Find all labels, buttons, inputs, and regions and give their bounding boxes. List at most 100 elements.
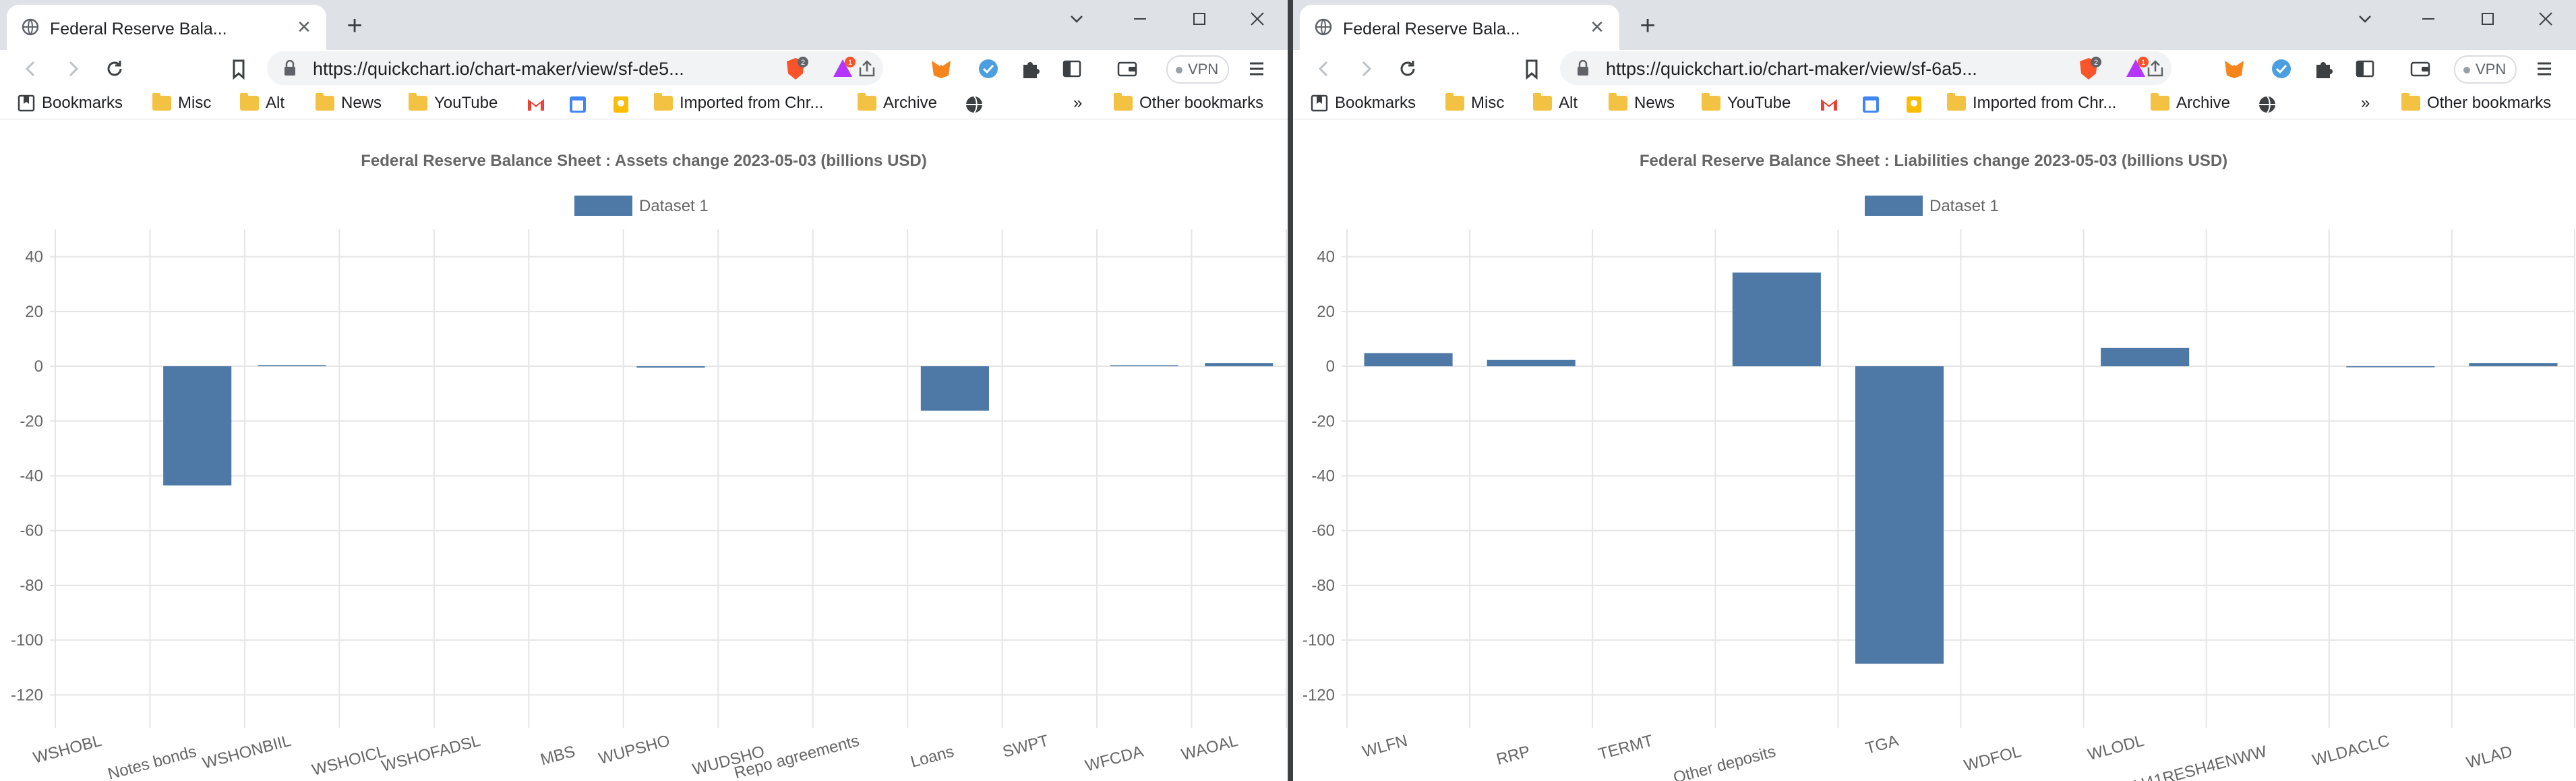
sidebar-icon[interactable] xyxy=(1058,55,1085,82)
minimize-icon[interactable] xyxy=(1125,5,1156,32)
sidebar-icon[interactable] xyxy=(2352,55,2378,82)
legend-swatch xyxy=(574,196,632,216)
folder-icon xyxy=(152,93,171,111)
brave-shield-icon[interactable]: 2 xyxy=(2075,55,2102,82)
bookmark-bookmarks[interactable]: Bookmarks xyxy=(18,92,123,115)
bookmark-folder-alt[interactable]: Alt xyxy=(1533,92,1578,115)
chevron-down-icon[interactable] xyxy=(1061,5,1092,32)
tab-active[interactable]: Federal Reserve Bala... ✕ xyxy=(1300,5,1619,50)
bar[interactable] xyxy=(1487,359,1576,367)
keep-icon[interactable] xyxy=(1904,93,1924,116)
address-bar[interactable]: https://quickchart.io/chart-maker/view/s… xyxy=(1560,51,2171,85)
bookmark-label: Alt xyxy=(1559,94,1578,112)
brave-rewards-icon[interactable]: 1 xyxy=(829,55,856,82)
keep-icon[interactable] xyxy=(611,93,631,116)
tab-active[interactable]: Federal Reserve Bala... ✕ xyxy=(7,5,326,50)
bar[interactable] xyxy=(920,366,989,411)
back-icon[interactable] xyxy=(19,57,43,81)
chart-title: Federal Reserve Balance Sheet : Assets c… xyxy=(361,152,926,170)
metamask-icon[interactable] xyxy=(928,55,955,82)
bookmark-folder-imported[interactable]: Imported from Chr... xyxy=(1947,92,2116,115)
bar[interactable] xyxy=(1732,272,1821,367)
bar[interactable] xyxy=(2469,363,2558,367)
toolbar: https://quickchart.io/chart-maker/view/s… xyxy=(1293,50,2576,88)
new-tab-button[interactable]: + xyxy=(1640,11,1656,40)
vpn-button[interactable]: VPN xyxy=(1166,55,1230,84)
folder-icon xyxy=(1702,93,1720,111)
brave-rewards-icon[interactable]: 1 xyxy=(2122,55,2149,82)
globe-icon[interactable] xyxy=(964,93,984,116)
bar[interactable] xyxy=(258,365,326,367)
share-icon[interactable] xyxy=(858,59,876,78)
reload-icon[interactable] xyxy=(102,57,127,81)
wallet-icon[interactable] xyxy=(2407,55,2434,82)
gmail-icon[interactable] xyxy=(1819,93,1839,116)
bookmark-folder-other[interactable]: Other bookmarks xyxy=(2401,92,2551,115)
bar[interactable] xyxy=(1110,365,1178,367)
bookmark-folder-youtube[interactable]: YouTube xyxy=(409,92,498,115)
brave-shield-icon[interactable]: 2 xyxy=(782,55,809,82)
bookmark-label: Imported from Chr... xyxy=(680,94,824,112)
y-tick-label: -80 xyxy=(1311,577,1335,595)
bookmark-folder-other[interactable]: Other bookmarks xyxy=(1114,92,1263,115)
back-icon[interactable] xyxy=(1312,57,1336,81)
x-tick-label: TERMT xyxy=(1596,732,1655,764)
bookmark-folder-youtube[interactable]: YouTube xyxy=(1702,92,1791,115)
forward-icon[interactable] xyxy=(1354,57,1378,81)
close-tab-icon[interactable]: ✕ xyxy=(297,17,311,37)
bookmark-folder-imported[interactable]: Imported from Chr... xyxy=(654,92,823,115)
bar[interactable] xyxy=(636,366,705,368)
calendar-icon[interactable] xyxy=(568,93,588,116)
brave-badge: 2 xyxy=(2094,59,2098,67)
extensions-puzzle-icon[interactable] xyxy=(2310,55,2337,82)
bar[interactable] xyxy=(2346,366,2435,368)
bookmarks-overflow-chevron[interactable]: » xyxy=(1073,94,1083,112)
x-tick-label: WSHONBIIL xyxy=(201,732,293,773)
lock-icon xyxy=(1578,60,1588,76)
tab-title: Federal Reserve Bala... xyxy=(1343,20,1520,38)
new-tab-button[interactable]: + xyxy=(347,11,363,40)
extension-check-icon[interactable] xyxy=(2268,55,2295,82)
bookmark-folder-misc[interactable]: Misc xyxy=(1445,92,1504,115)
extensions-puzzle-icon[interactable] xyxy=(1017,55,1044,82)
bookmark-label: Other bookmarks xyxy=(2427,94,2552,112)
close-window-icon[interactable] xyxy=(1242,5,1273,32)
bar[interactable] xyxy=(1364,353,1453,367)
bookmark-folder-archive[interactable]: Archive xyxy=(858,92,937,115)
bookmark-folder-news[interactable]: News xyxy=(316,92,382,115)
bar[interactable] xyxy=(2101,347,2190,367)
vpn-button[interactable]: VPN xyxy=(2454,55,2517,84)
bookmark-folder-alt[interactable]: Alt xyxy=(240,92,284,115)
globe-icon[interactable] xyxy=(2257,93,2277,116)
bar[interactable] xyxy=(163,366,232,486)
minimize-icon[interactable] xyxy=(2413,5,2444,32)
bookmark-bookmarks[interactable]: Bookmarks xyxy=(1311,92,1416,115)
menu-icon[interactable] xyxy=(2531,55,2558,82)
wallet-icon[interactable] xyxy=(1114,55,1141,82)
bookmark-icon[interactable] xyxy=(1520,57,1544,81)
extension-check-icon[interactable] xyxy=(975,55,1002,82)
reload-icon[interactable] xyxy=(1396,57,1420,81)
calendar-icon[interactable] xyxy=(1861,93,1881,116)
bar[interactable] xyxy=(1205,363,1274,367)
close-window-icon[interactable] xyxy=(2530,5,2561,32)
folder-icon xyxy=(1947,93,1966,111)
address-bar[interactable]: https://quickchart.io/chart-maker/view/s… xyxy=(267,51,883,85)
bookmark-folder-misc[interactable]: Misc xyxy=(152,92,211,115)
bookmark-label: Bookmarks xyxy=(42,94,123,112)
gmail-icon[interactable] xyxy=(526,93,546,116)
maximize-icon[interactable] xyxy=(1184,5,1215,32)
close-tab-icon[interactable]: ✕ xyxy=(1590,17,1605,37)
bar[interactable] xyxy=(1855,366,1944,664)
bookmark-label: Archive xyxy=(883,94,938,112)
bookmark-icon[interactable] xyxy=(227,57,251,81)
share-icon[interactable] xyxy=(2146,59,2165,78)
maximize-icon[interactable] xyxy=(2472,5,2503,32)
bookmark-folder-archive[interactable]: Archive xyxy=(2151,92,2230,115)
forward-icon[interactable] xyxy=(61,57,85,81)
metamask-icon[interactable] xyxy=(2221,55,2248,82)
bookmarks-overflow-chevron[interactable]: » xyxy=(2361,94,2370,112)
menu-icon[interactable] xyxy=(1243,55,1270,82)
chevron-down-icon[interactable] xyxy=(2349,5,2380,32)
bookmark-folder-news[interactable]: News xyxy=(1609,92,1675,115)
